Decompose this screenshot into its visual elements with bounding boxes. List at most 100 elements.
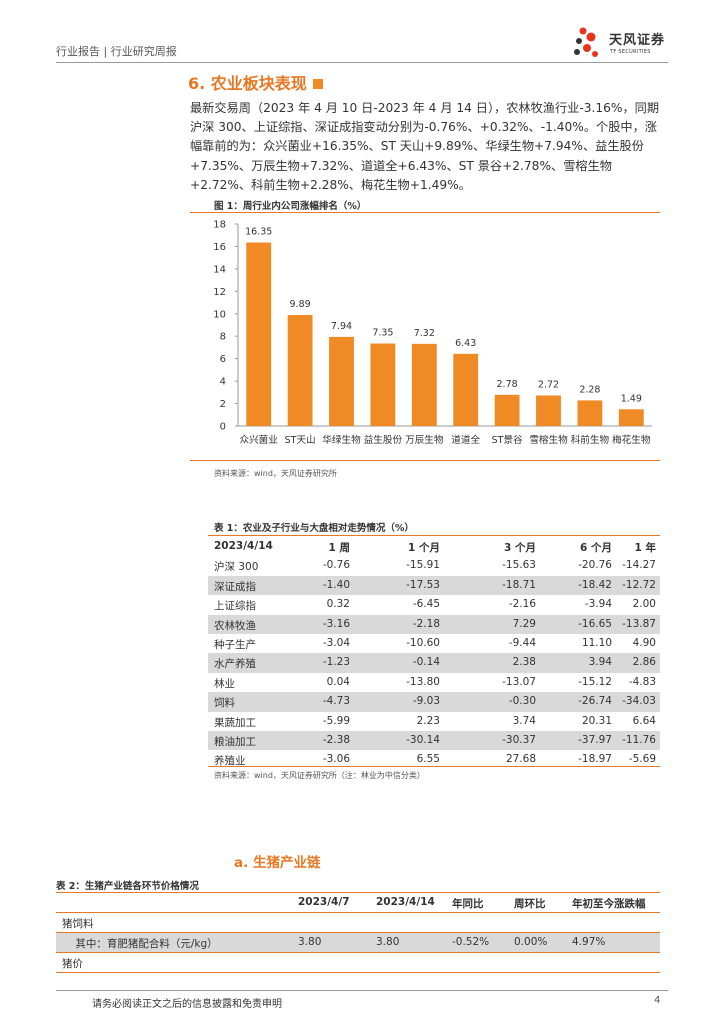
bar-value-label: 2.72 bbox=[538, 379, 559, 390]
table1-cell: 20.31 bbox=[581, 714, 612, 727]
table1-row-label: 果蔬加工 bbox=[214, 716, 256, 729]
table1-header-cell: 1 年 bbox=[634, 542, 656, 554]
table1-cell: -20.76 bbox=[578, 559, 612, 572]
table1-cell: -5.99 bbox=[322, 714, 350, 727]
table-row: 其中：育肥猪配合料（元/kg） 3.80 3.80 -0.52% 0.00% 4.97% bbox=[56, 933, 660, 953]
table1-cell: -30.14 bbox=[406, 733, 440, 746]
table1-cell: -1.23 bbox=[322, 656, 350, 669]
table2-cell: 3.80 bbox=[298, 936, 322, 948]
x-tick-label: 华绿生物 bbox=[322, 434, 361, 446]
x-tick-label: 益生股份 bbox=[364, 434, 403, 446]
header-divider bbox=[56, 62, 668, 63]
table1-cell: -14.27 bbox=[622, 559, 656, 572]
table1-cell: 2.86 bbox=[632, 656, 656, 669]
x-tick-label: ST景谷 bbox=[492, 435, 524, 446]
table1-cell: 6.64 bbox=[632, 714, 656, 727]
table1-cell: 7.29 bbox=[512, 617, 536, 630]
logo-subtitle: TF SECURITIES bbox=[610, 49, 651, 55]
x-tick-label: 雪榕生物 bbox=[529, 434, 568, 446]
table2-header-cell: 2023/4/14 bbox=[376, 896, 435, 908]
table1-cell: 27.68 bbox=[505, 753, 536, 766]
x-tick-label: ST天山 bbox=[285, 435, 316, 446]
table-row: 农林牧渔 -3.16 -2.18 7.29 -16.65 -13.87 bbox=[208, 614, 660, 634]
y-tick-label: 14 bbox=[213, 264, 226, 275]
table-row: 深证成指 -1.40 -17.53 -18.71 -18.42 -12.72 bbox=[208, 575, 660, 596]
table1-row-label: 饲料 bbox=[214, 697, 235, 710]
table2-cell: 0.00% bbox=[514, 936, 548, 948]
table2-row-rule bbox=[56, 972, 660, 973]
table2-top-rule bbox=[56, 892, 660, 893]
table-row: 养殖业 -3.06 6.55 27.68 -18.97 -5.69 bbox=[208, 750, 660, 769]
table1-cell: -16.65 bbox=[578, 617, 612, 630]
table2-header-rule bbox=[56, 912, 660, 913]
bar-chart: 0 2 4 6 8 10 12 14 16 18 16.35 众兴菌业 9.89 ST天山 7.94 华绿生物… bbox=[213, 220, 652, 446]
table1-row-label: 林业 bbox=[214, 677, 235, 690]
table1-cell: -2.18 bbox=[412, 617, 440, 630]
table2-title: 表 2：生猪产业链各环节价格情况 bbox=[56, 881, 199, 892]
header-breadcrumb: 行业报告 | 行业研究周报 bbox=[56, 45, 177, 58]
table1-cell: -37.97 bbox=[578, 733, 612, 746]
bar bbox=[370, 343, 396, 426]
table1-cell: -5.69 bbox=[628, 753, 656, 766]
table1-cell: -12.72 bbox=[622, 578, 656, 591]
figure-top-rule bbox=[190, 212, 660, 213]
table1-row-label: 种子生产 bbox=[214, 638, 256, 651]
table1-cell: -9.03 bbox=[412, 695, 440, 708]
bar bbox=[494, 394, 520, 426]
page-header: 行业报告 | 行业研究周报 bbox=[56, 40, 668, 62]
table1-cell: 3.94 bbox=[588, 656, 612, 669]
table1-cell: -0.76 bbox=[322, 559, 350, 572]
table-row: 粮油加工 -2.38 -30.14 -30.37 -37.97 -11.76 bbox=[208, 730, 660, 751]
table1-header-cell: 1 个月 bbox=[408, 542, 440, 554]
table1-header-cell: 3 个月 bbox=[504, 542, 536, 554]
table1-cell: -11.76 bbox=[622, 733, 656, 746]
table1-cell: -0.30 bbox=[508, 695, 536, 708]
table1-cell: -13.07 bbox=[502, 675, 536, 688]
table1-cell: -15.63 bbox=[502, 559, 536, 572]
table2: 2023/4/7 2023/4/14 年同比 周环比 年初至今涨跌幅 猪饲料 其… bbox=[56, 893, 660, 973]
table2-row-rule bbox=[56, 952, 660, 953]
table1-cell: 2.38 bbox=[512, 656, 536, 669]
bar-value-label: 1.49 bbox=[621, 393, 642, 404]
section-title-text: 6. 农业板块表现 bbox=[188, 74, 307, 93]
table2-header-cell: 周环比 bbox=[514, 898, 546, 910]
table-row: 种子生产 -3.04 -10.60 -9.44 11.10 4.90 bbox=[208, 634, 660, 653]
bar bbox=[618, 409, 644, 426]
y-tick-label: 10 bbox=[213, 309, 226, 320]
table1-header-cell: 6 个月 bbox=[580, 542, 612, 554]
table1-header-cell: 2023/4/14 bbox=[214, 540, 273, 552]
figure-bottom-rule bbox=[190, 460, 660, 461]
logo-mark-icon bbox=[574, 27, 598, 57]
table1-cell: -1.40 bbox=[322, 578, 350, 591]
company-logo: 天风证券 TF SECURITIES bbox=[569, 23, 669, 63]
y-tick-label: 8 bbox=[220, 332, 226, 343]
bar-value-label: 6.43 bbox=[455, 338, 476, 349]
table1-cell: -3.16 bbox=[322, 617, 350, 630]
table1: 2023/4/14 1 周 1 个月 3 个月 6 个月 1 年 沪深 300 -… bbox=[208, 537, 660, 770]
summary-paragraph: 最新交易周（2023 年 4 月 10 日-2023 年 4 月 14 日），农… bbox=[190, 101, 660, 192]
table1-cell: -15.12 bbox=[578, 675, 612, 688]
bar-value-label: 16.35 bbox=[245, 227, 272, 238]
table1-row-label: 农林牧渔 bbox=[214, 619, 256, 632]
table1-cell: -18.71 bbox=[502, 578, 536, 591]
table-row: 猪饲料 bbox=[56, 913, 660, 933]
bar bbox=[453, 353, 479, 426]
table1-source: 资料来源：wind，天风证券研究所（注：林业为中信分类） bbox=[214, 771, 425, 780]
table1-cell: -4.73 bbox=[322, 695, 350, 708]
table1-row-label: 水产养殖 bbox=[214, 658, 256, 671]
y-tick-label: 0 bbox=[220, 422, 226, 433]
table1-top-rule bbox=[208, 535, 660, 536]
x-tick-label: 梅花生物 bbox=[612, 434, 651, 446]
table-row: 猪价 bbox=[56, 953, 660, 973]
table1-cell: -3.06 bbox=[322, 753, 350, 766]
table1-header-cell: 1 周 bbox=[328, 542, 350, 554]
table1-cell: -15.91 bbox=[406, 559, 440, 572]
table2-row-label: 猪价 bbox=[62, 958, 83, 970]
table1-cell: -18.97 bbox=[578, 753, 612, 766]
table1-cell: -6.45 bbox=[412, 598, 440, 611]
table1-row-label: 养殖业 bbox=[214, 755, 246, 768]
y-tick-label: 4 bbox=[220, 377, 226, 388]
x-tick-label: 众兴菌业 bbox=[240, 434, 279, 446]
table-row: 沪深 300 -0.76 -15.91 -15.63 -20.76 -14.27 bbox=[208, 556, 660, 575]
table1-cell: 4.90 bbox=[632, 636, 656, 649]
